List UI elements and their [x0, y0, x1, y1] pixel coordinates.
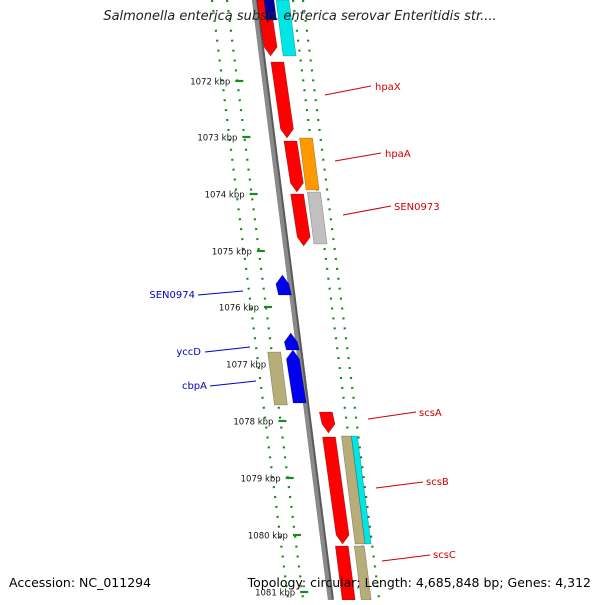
gene-red-2	[283, 140, 304, 193]
gene-blue-3	[286, 349, 307, 404]
feature-label-hpax: hpaX	[375, 82, 401, 93]
tick-label: 1077 kbp	[226, 361, 266, 371]
leader-line	[367, 411, 417, 420]
leader-line	[334, 152, 382, 162]
leader-line	[204, 346, 251, 353]
backbone	[252, 0, 332, 601]
gene-red-5	[322, 436, 350, 545]
tick-label: 1074 kbp	[205, 191, 245, 201]
gene-red-1	[270, 61, 294, 139]
tick-label: 1081 kbp	[255, 589, 295, 599]
gene-navy-top	[263, 0, 277, 21]
tick-label: 1080 kbp	[248, 532, 288, 542]
gene-cyan-right	[351, 435, 372, 545]
leader-line	[209, 380, 257, 387]
feature-label-scsc: scsC	[433, 550, 456, 561]
feature-label-scsa: scsA	[419, 408, 442, 419]
gene-red-3	[290, 193, 311, 247]
leader-line	[197, 290, 244, 296]
genome-summary: Topology: circular; Length: 4,685,848 bp…	[247, 575, 591, 590]
feature-label-yccd: yccD	[176, 347, 201, 358]
gene-khaki-left	[267, 351, 288, 406]
genome-title: Salmonella enterica subsp. enterica sero…	[103, 9, 497, 24]
feature-label-hpaa: hpaA	[385, 149, 411, 160]
leader-line	[381, 554, 431, 562]
gene-khaki-bottom	[353, 545, 372, 601]
leader-line	[324, 85, 372, 96]
tick-label: 1076 kbp	[219, 304, 259, 314]
feature-label-cbpa: cbpA	[182, 381, 207, 392]
leader-line	[375, 481, 424, 489]
tick-label: 1079 kbp	[241, 475, 281, 485]
dotted-guide-inner-right	[291, 0, 371, 601]
gene-red-bottom	[334, 545, 356, 601]
gene-cyan-top	[275, 0, 297, 57]
feature-label-scsb: scsB	[426, 477, 449, 488]
dotted-guide-outer-right	[301, 0, 381, 601]
dotted-guide-inner-left	[225, 0, 305, 601]
gene-blue-1	[275, 274, 292, 296]
feature-label-sen0974: SEN0974	[149, 290, 195, 301]
gene-orange	[299, 137, 320, 191]
accession-label: Accession: NC_011294	[9, 575, 152, 590]
tick-label: 1072 kbp	[190, 78, 230, 88]
feature-label-sen0973: SEN0973	[394, 202, 440, 213]
gene-gray	[307, 191, 328, 245]
tick-label: 1073 kbp	[197, 134, 237, 144]
tick-label: 1075 kbp	[212, 248, 252, 258]
tick-label: 1078 kbp	[233, 418, 273, 428]
leader-line	[342, 205, 392, 216]
gene-red-4	[318, 411, 336, 434]
dotted-guide-outer-left	[210, 0, 290, 601]
